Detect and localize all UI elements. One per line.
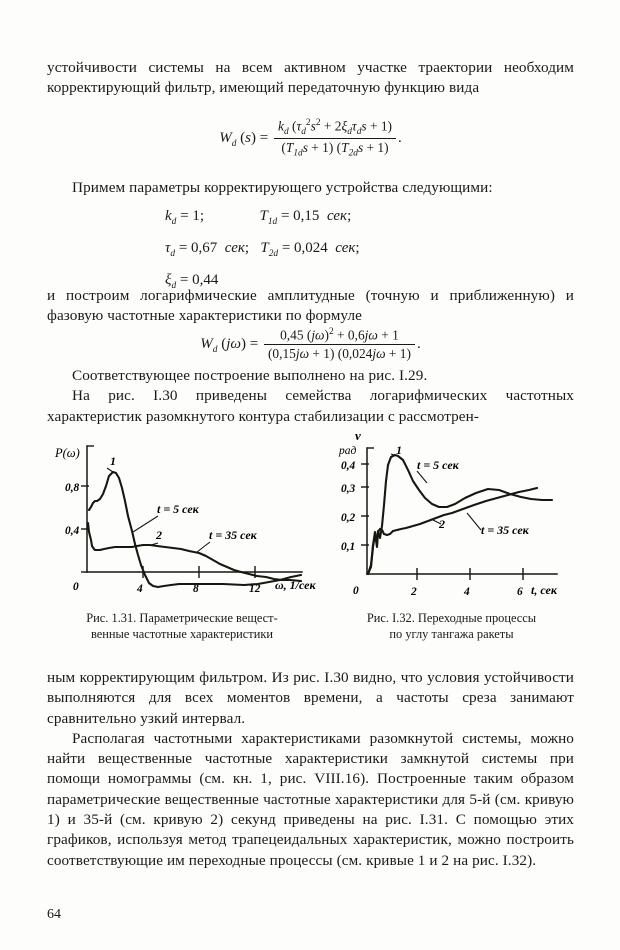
x-ticklabel-0: 0: [353, 585, 359, 597]
leader-curve-1: [106, 467, 114, 473]
figures-row: 0,4 0,8 0 P(ω) 4 8 12 ω, 1/сек: [47, 424, 574, 654]
caption-line-1: Рис. I.32. Переходные процессы: [366, 611, 537, 625]
formula-2-equals: =: [249, 336, 259, 353]
leader-label-t5: [416, 470, 428, 484]
leader-label-t35: [466, 512, 482, 531]
x-ticklabel-0: 0: [73, 581, 79, 593]
formula-2: Wd (jω) = 0,45 (jω)2 + 0,6jω + 1 (0,15jω…: [200, 327, 421, 362]
parameter-row: kd = 1; T1d = 0,15 сек;: [165, 208, 352, 227]
paragraph-after-params: и построим логарифмические амплитудные (…: [47, 287, 574, 325]
leader-label-t35: [196, 541, 211, 553]
formula-1-block: Wd (s) = kd (τd2s2 + 2ξdτds + 1) (T1ds +…: [47, 118, 574, 159]
annotation-t35: t = 35 сек: [481, 523, 530, 537]
x-ticklabel-4: 4: [136, 583, 143, 595]
curve-2: [86, 521, 303, 583]
y-ticklabel-03: 0,3: [341, 483, 356, 495]
y-ticklabel-08: 0,8: [65, 482, 80, 494]
x-ticklabel-8: 8: [193, 583, 199, 595]
annotation-t5: t = 5 сек: [157, 502, 200, 516]
formula-1: Wd (s) = kd (τd2s2 + 2ξdτds + 1) (T1ds +…: [219, 118, 402, 159]
caption-line-2: венные частотные характеристики: [91, 626, 273, 641]
curve-1: [366, 453, 554, 576]
x-ticklabel-6: 6: [517, 586, 523, 598]
formula-1-numerator: kd (τd2s2 + 2ξdτds + 1): [273, 118, 396, 140]
formula-1-denominator: (T1ds + 1) (T2ds + 1): [281, 140, 389, 159]
leader-curve-2: [430, 518, 442, 525]
curve-2: [366, 486, 539, 576]
formula-1-arg: (s): [240, 129, 257, 146]
paragraph-top: устойчивости системы на всем активном уч…: [47, 59, 574, 97]
paragraph-after-figures-2: Располагая частотными характеристиками р…: [47, 729, 574, 869]
y-axis-unit: рад: [338, 445, 357, 457]
page-number: 64: [47, 907, 61, 922]
figure-1-31-caption: Рис. 1.31. Параметрические вещест- венны…: [47, 611, 317, 642]
leader-curve-2: [150, 542, 159, 546]
formula-2-period: .: [416, 336, 421, 353]
caption-line-2: по углу тангажа ракеты: [389, 626, 514, 641]
paragraph-after-formula2: Соответствующее построение выполнено на …: [72, 367, 428, 384]
x-axis-label: ω, 1/сек: [275, 578, 317, 592]
curve-1: [87, 470, 303, 589]
paragraph-before-figures: На рис. I.30 приведены семейства логариф…: [47, 387, 574, 425]
paragraph-after-figures-1: ным корректирующим фильтром. Из рис. I.3…: [47, 669, 574, 727]
annotation-t35: t = 35 сек: [209, 528, 258, 542]
formula-2-fraction: 0,45 (jω)2 + 0,6jω + 1 (0,15jω + 1) (0,0…: [263, 327, 415, 362]
paragraph-params-intro: Примем параметры корректирующего устройс…: [72, 179, 493, 196]
annotation-curve-1: 1: [396, 443, 402, 457]
chart-transient-pitch: 0,1 0,2 0,3 0,4 0 ν рад 2 4 6 t, сек: [338, 428, 558, 598]
annotation-t5: t = 5 сек: [417, 458, 460, 472]
leader-label-t5: [132, 515, 159, 533]
figure-1-32: 0,1 0,2 0,3 0,4 0 ν рад 2 4 6 t, сек: [329, 424, 574, 642]
formula-1-lhs: W: [219, 129, 232, 146]
paragraph-after-formula2-block: Соответствующее построение выполнено на …: [47, 366, 574, 427]
formula-2-denominator: (0,15jω + 1) (0,024jω + 1): [267, 346, 411, 362]
x-ticklabel-2: 2: [410, 586, 417, 598]
paragraphs-bottom-block: ным корректирующим фильтром. Из рис. I.3…: [47, 668, 574, 871]
formula-1-fraction: kd (τd2s2 + 2ξdτds + 1) (T1ds + 1) (T2ds…: [273, 118, 396, 159]
formula-1-period: .: [398, 129, 402, 146]
parameter-row: τd = 0,67 сек; T2d = 0,024 сек;: [165, 240, 360, 259]
formula-2-arg: (jω): [221, 336, 246, 353]
y-axis-label: ν: [355, 428, 361, 443]
leader-curve-1: [390, 453, 398, 457]
y-ticklabel-04: 0,4: [65, 525, 80, 537]
paragraph-top-block: устойчивости системы на всем активном уч…: [47, 58, 574, 99]
x-ticklabel-4: 4: [463, 586, 470, 598]
x-axis-label: t, сек: [531, 583, 558, 597]
paragraph-after-params-block: и построим логарифмические амплитудные (…: [47, 286, 574, 327]
parameters-list: kd = 1; T1d = 0,15 сек; τd = 0,67 сек; T…: [47, 203, 574, 299]
formula-2-block: Wd (jω) = 0,45 (jω)2 + 0,6jω + 1 (0,15jω…: [47, 327, 574, 362]
y-axis-label: P(ω): [54, 446, 80, 460]
y-ticklabel-01: 0,1: [341, 541, 355, 553]
annotation-curve-1: 1: [110, 454, 116, 468]
y-ticklabel-02: 0,2: [341, 512, 356, 524]
caption-line-1: Рис. 1.31. Параметрические вещест-: [86, 611, 278, 625]
formula-1-equals: =: [259, 129, 269, 146]
parameter-row: ξd = 0,44: [165, 272, 219, 291]
figure-1-32-caption: Рис. I.32. Переходные процессы по углу т…: [329, 611, 574, 642]
formula-2-numerator: 0,45 (jω)2 + 0,6jω + 1: [263, 327, 415, 346]
annotation-curve-2: 2: [155, 528, 162, 542]
paragraph-params-intro-block: Примем параметры корректирующего устройс…: [47, 178, 574, 198]
annotation-curve-2: 2: [438, 517, 445, 531]
formula-2-lhs: W: [200, 336, 213, 353]
parameters-block: kd = 1; T1d = 0,15 сек; τd = 0,67 сек; T…: [47, 203, 574, 299]
figure-1-31: 0,4 0,8 0 P(ω) 4 8 12 ω, 1/сек: [47, 424, 317, 642]
x-ticklabel-12: 12: [249, 583, 261, 595]
y-ticklabel-04: 0,4: [341, 460, 356, 472]
chart-parametric-frequency: 0,4 0,8 0 P(ω) 4 8 12 ω, 1/сек: [54, 445, 317, 595]
